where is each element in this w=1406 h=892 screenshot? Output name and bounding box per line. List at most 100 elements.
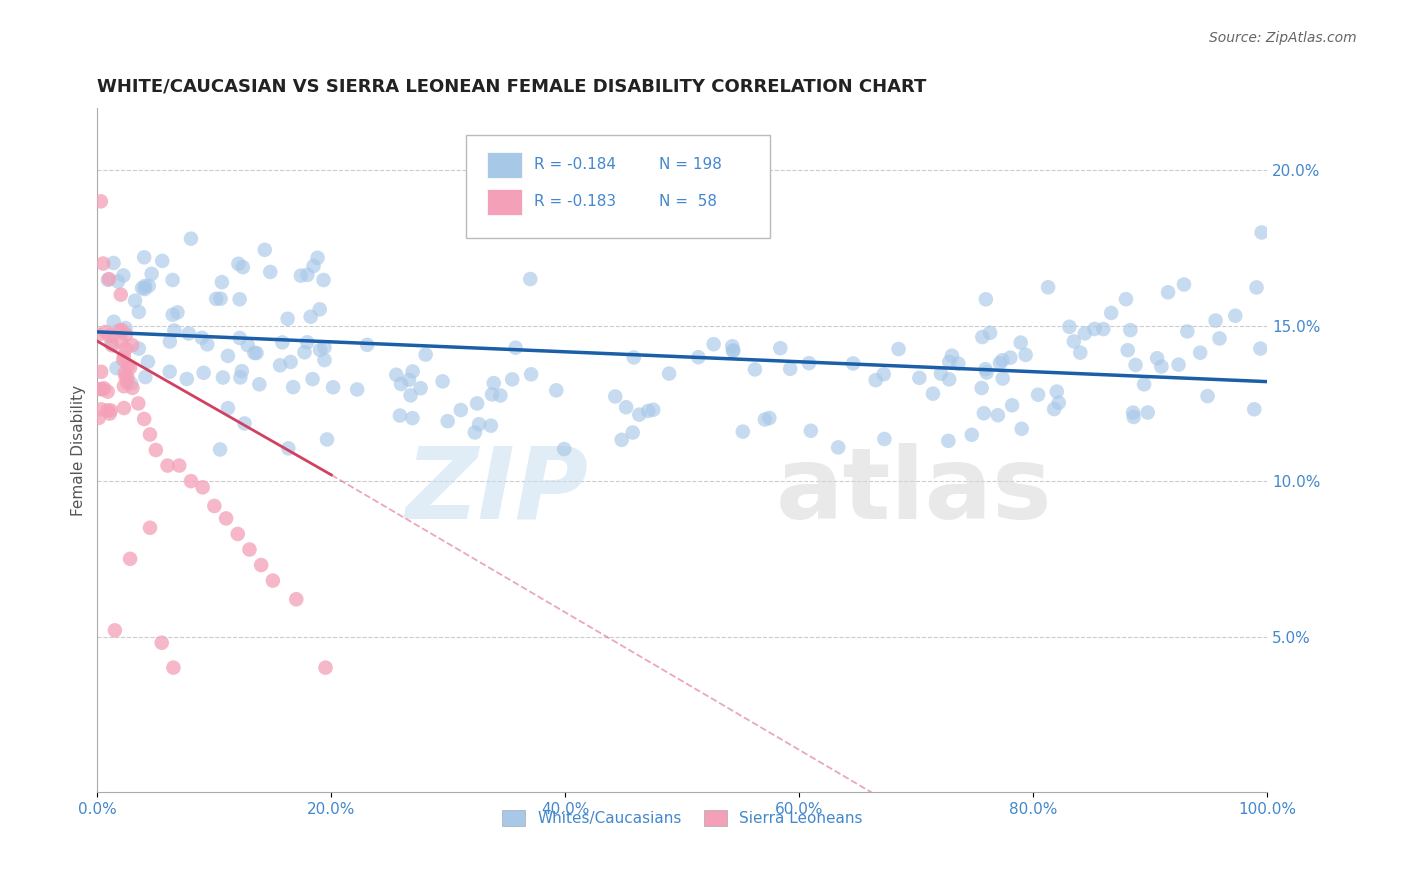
Bar <box>486 189 522 216</box>
Point <box>259 265 281 279</box>
Point <box>489 388 512 402</box>
Point <box>217 349 239 363</box>
Point <box>121 338 143 352</box>
Point <box>1036 280 1059 294</box>
Point <box>1197 389 1219 403</box>
Point <box>546 384 568 398</box>
Point <box>93 381 115 395</box>
Point <box>797 356 820 370</box>
Point <box>723 343 745 358</box>
Point <box>1205 313 1227 327</box>
Point <box>97 384 120 399</box>
Point <box>136 355 159 369</box>
Point <box>177 326 200 341</box>
Text: R = -0.184: R = -0.184 <box>534 157 616 171</box>
Point <box>233 417 256 431</box>
Point <box>91 256 114 270</box>
Point <box>180 232 202 246</box>
Point <box>1083 322 1105 336</box>
Point <box>205 292 228 306</box>
Point <box>800 424 823 438</box>
Point <box>628 408 651 422</box>
Point <box>91 382 114 396</box>
Point <box>112 379 135 393</box>
Point <box>322 380 344 394</box>
Point <box>465 396 488 410</box>
Point <box>97 328 120 343</box>
Point <box>1092 322 1115 336</box>
Point <box>112 268 135 283</box>
Point <box>236 338 259 352</box>
Point <box>744 362 766 376</box>
Point <box>865 373 887 387</box>
Point <box>1116 343 1139 358</box>
Point <box>308 302 330 317</box>
Point <box>111 323 134 337</box>
Point <box>166 305 188 319</box>
Point <box>139 427 162 442</box>
Point <box>156 458 179 473</box>
Point <box>232 260 254 274</box>
Point <box>605 389 627 403</box>
Point <box>124 293 146 308</box>
Point <box>1074 326 1097 341</box>
Point <box>643 402 665 417</box>
Point <box>110 287 132 301</box>
Point <box>389 377 412 392</box>
Point <box>104 624 127 638</box>
Point <box>309 343 332 357</box>
Point <box>211 275 233 289</box>
Point <box>929 367 952 381</box>
Point <box>302 259 325 273</box>
Point <box>779 361 801 376</box>
Point <box>941 349 963 363</box>
Point <box>1173 277 1195 292</box>
Point <box>1208 331 1230 345</box>
Point <box>115 376 138 390</box>
Point <box>112 349 135 363</box>
Point <box>731 425 754 439</box>
Point <box>89 382 111 396</box>
Point <box>479 418 502 433</box>
Point <box>100 337 122 351</box>
Point <box>128 342 150 356</box>
Point <box>139 521 162 535</box>
Point <box>621 425 644 440</box>
Point <box>195 337 218 351</box>
FancyBboxPatch shape <box>465 136 770 238</box>
Point <box>388 409 411 423</box>
Point <box>114 370 136 384</box>
Point <box>1243 402 1265 417</box>
Text: WHITE/CAUCASIAN VS SIERRA LEONEAN FEMALE DISABILITY CORRELATION CHART: WHITE/CAUCASIAN VS SIERRA LEONEAN FEMALE… <box>97 78 927 95</box>
Text: R = -0.183: R = -0.183 <box>534 194 616 210</box>
Point <box>134 279 156 293</box>
Text: N = 198: N = 198 <box>659 157 721 171</box>
Y-axis label: Female Disability: Female Disability <box>72 384 86 516</box>
Point <box>970 381 993 395</box>
Point <box>202 499 225 513</box>
Point <box>385 368 408 382</box>
Point <box>1157 285 1180 300</box>
Point <box>754 412 776 426</box>
Point <box>1125 358 1147 372</box>
Point <box>553 442 575 456</box>
Point <box>277 311 299 326</box>
Point <box>938 372 960 386</box>
Point <box>415 348 437 362</box>
Point <box>294 345 316 359</box>
Point <box>464 425 486 440</box>
Point <box>974 362 997 376</box>
Point <box>301 372 323 386</box>
Point <box>610 433 633 447</box>
Point <box>505 341 527 355</box>
Point <box>637 404 659 418</box>
Point <box>399 388 422 402</box>
Point <box>450 403 472 417</box>
Point <box>100 403 122 417</box>
Legend: Whites/Caucasians, Sierra Leoneans: Whites/Caucasians, Sierra Leoneans <box>496 804 869 832</box>
Point <box>209 292 232 306</box>
Point <box>105 361 128 376</box>
Point <box>1069 345 1091 359</box>
Point <box>121 381 143 395</box>
Point <box>269 359 291 373</box>
